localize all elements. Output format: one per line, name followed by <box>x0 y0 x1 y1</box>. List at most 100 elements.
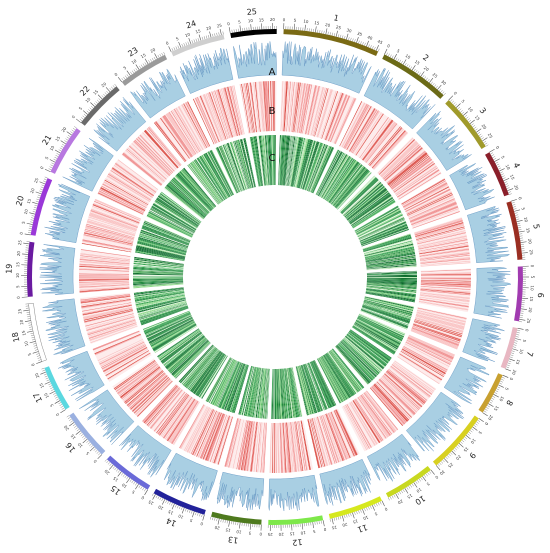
track-c-cell <box>158 195 200 225</box>
track-c-cell <box>286 136 294 186</box>
track-c-cell <box>305 363 322 412</box>
track-c-cell <box>278 135 282 186</box>
tick-minor <box>33 207 37 209</box>
track-b-cell <box>309 418 323 468</box>
track-b-cell <box>389 155 430 188</box>
track-b-cell <box>403 185 449 210</box>
tick-minor <box>38 359 42 361</box>
track-c-cell <box>363 240 413 255</box>
track-c-cell <box>140 229 189 247</box>
track-b-cell <box>281 81 285 132</box>
track-c-cell <box>360 223 407 243</box>
track-b-cell <box>202 94 222 142</box>
track-c-cell <box>345 186 385 219</box>
track-c-cell <box>189 162 221 204</box>
track-c-cell <box>257 136 264 186</box>
track-b-cell <box>270 81 273 132</box>
tick-minor <box>112 466 115 469</box>
tick-major <box>356 36 359 43</box>
tick-minor <box>60 405 64 408</box>
track-b-cell <box>349 108 376 152</box>
track-c-cell <box>354 323 398 349</box>
tick-minor <box>509 356 513 358</box>
track-b-cell <box>405 341 452 364</box>
track-c-cell <box>344 184 383 218</box>
track-c-cell <box>335 169 369 208</box>
track-b-cell <box>171 400 199 444</box>
tick-minor <box>116 468 119 472</box>
track-b-cell <box>88 321 137 339</box>
track-b-cell <box>79 272 130 275</box>
track-b-cell <box>271 422 274 473</box>
track-b-cell <box>372 385 406 424</box>
track-b-cell <box>405 188 451 212</box>
tick-minor <box>401 490 403 494</box>
track-c-cell <box>361 227 409 246</box>
tick-minor <box>126 476 129 480</box>
track-c-cell <box>170 180 208 215</box>
track-b-cell <box>167 112 196 155</box>
track-c-cell <box>182 346 216 386</box>
tick-major <box>44 381 51 385</box>
tick-minor <box>517 222 521 224</box>
track-b-cell <box>381 376 418 412</box>
track-c-cell <box>233 141 249 190</box>
tick-minor <box>516 218 520 220</box>
track-c-cell <box>363 301 412 316</box>
track-c-cell <box>285 368 293 419</box>
track-b-cell <box>380 377 417 413</box>
track-b-cell <box>189 408 212 454</box>
track-c-cell <box>135 249 185 260</box>
track-c-cell <box>304 364 321 412</box>
tick-minor <box>454 103 457 107</box>
track-c-cell <box>352 199 395 228</box>
track-c-cell <box>288 136 298 187</box>
track-c-cell <box>248 367 259 417</box>
track-b-cell <box>356 397 385 440</box>
tick-minor <box>340 34 342 38</box>
tick-minor <box>379 501 382 505</box>
tick-minor <box>41 184 45 187</box>
track-c-cell <box>133 271 184 274</box>
track-b-cell <box>172 401 200 445</box>
tick-minor <box>517 225 521 227</box>
tick-major <box>482 137 488 142</box>
tick-minor <box>175 46 178 50</box>
track-c-cell <box>182 168 216 208</box>
track-c-cell <box>336 345 370 384</box>
track-c-cell <box>143 311 190 332</box>
track-b-cell <box>112 166 155 196</box>
track-c-cell <box>249 137 259 187</box>
track-c-cell <box>168 182 207 216</box>
track-c-cell <box>249 137 260 187</box>
track-c-cell <box>133 280 184 283</box>
tick-minor <box>30 334 34 337</box>
track-b-cell <box>351 110 379 154</box>
track-b-cell <box>321 415 338 463</box>
track-b-cell <box>103 182 148 207</box>
tick-label: 30 <box>440 79 447 86</box>
track-c-cell <box>359 313 406 334</box>
track-b-cell <box>383 145 422 180</box>
track-b-cell <box>79 268 130 272</box>
tick-minor <box>492 396 496 398</box>
tick-minor <box>391 495 394 499</box>
track-c-cell <box>150 321 195 346</box>
track-b-cell <box>284 422 289 473</box>
track-b-cell <box>383 374 422 408</box>
track-b-cell <box>315 88 331 138</box>
track-b-cell <box>328 412 348 460</box>
track-b-cell <box>405 342 451 365</box>
tick-minor <box>72 424 76 427</box>
track-b-cell <box>392 363 433 394</box>
tick-label: 20 <box>34 372 41 379</box>
track-c-cell <box>359 221 406 242</box>
track-c-cell <box>365 292 415 302</box>
tick-minor <box>109 88 112 91</box>
track-c-cell <box>354 322 399 349</box>
tick-major <box>66 131 72 136</box>
track-c-cell <box>349 330 392 360</box>
track-c-cell <box>133 276 184 277</box>
track-c-cell <box>316 358 341 404</box>
track-b-cell <box>187 101 211 147</box>
